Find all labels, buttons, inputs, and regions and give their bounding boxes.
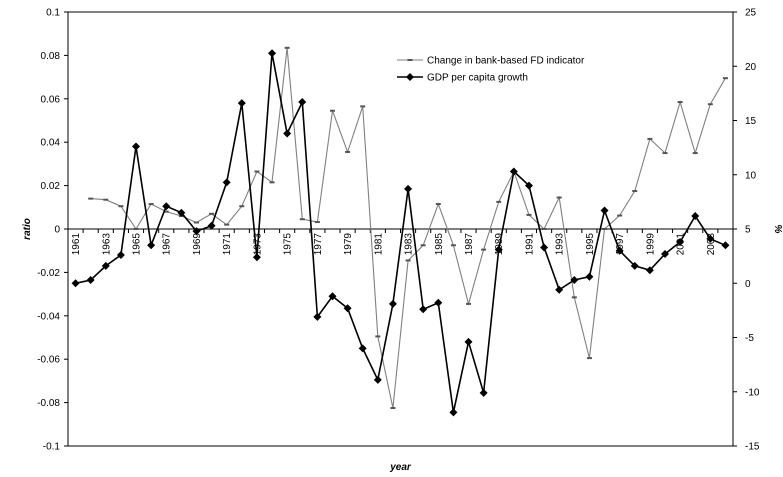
legend-marker <box>406 73 414 81</box>
x-tick-label: 1961 <box>71 233 82 256</box>
y-right-tick-label: -5 <box>745 333 754 344</box>
x-tick-label: 1971 <box>222 233 233 256</box>
x-axis-title: year <box>389 462 412 473</box>
y-left-tick-label: -0.06 <box>37 355 60 366</box>
data-point <box>177 208 186 217</box>
data-point <box>524 181 533 190</box>
data-point <box>494 245 503 254</box>
y-right-tick-label: 25 <box>745 8 757 19</box>
data-point <box>343 304 352 313</box>
data-point <box>600 206 609 215</box>
x-tick-label: 1995 <box>585 233 596 256</box>
y-right-tick-label: 5 <box>745 225 751 236</box>
data-point <box>86 275 95 284</box>
data-point <box>509 167 518 176</box>
x-tick-label: 1997 <box>615 233 626 256</box>
y-left-tick-label: 0.06 <box>41 94 61 105</box>
legend: Change in bank-based FD indicator GDP per… <box>393 50 619 88</box>
x-tick-label: 1999 <box>645 233 656 256</box>
y-left-tick-label: 0.08 <box>41 51 61 62</box>
y-axis-right: 25 20 15 10 5 0 -5 -10 -15 <box>733 8 760 453</box>
y-left-tick-label: -0.02 <box>37 268 60 279</box>
series-gdp-growth <box>71 49 730 417</box>
data-point <box>101 261 110 270</box>
data-point <box>116 251 125 260</box>
data-point <box>555 285 564 294</box>
legend-label: Change in bank-based FD indicator <box>427 56 585 67</box>
y-right-tick-label: -10 <box>745 387 760 398</box>
data-point <box>691 211 700 220</box>
legend-label: GDP per capita growth <box>427 73 528 84</box>
series-line <box>75 53 726 413</box>
y-left-tick-label: -0.08 <box>37 398 60 409</box>
y-left-tick-label: 0.04 <box>41 138 61 149</box>
data-point <box>147 241 156 250</box>
x-tick-label: 1979 <box>343 233 354 256</box>
data-point <box>434 298 443 307</box>
data-point <box>721 241 730 250</box>
series-line <box>90 47 726 409</box>
x-tick-label: 1983 <box>404 233 415 256</box>
x-tick-label: 1965 <box>132 233 143 256</box>
data-point <box>162 202 171 211</box>
x-tick-label: 1987 <box>464 233 475 256</box>
data-point <box>373 375 382 384</box>
data-point <box>222 178 231 187</box>
y-right-tick-label: 0 <box>745 279 751 290</box>
y-left-tick-label: 0.02 <box>41 181 61 192</box>
data-point <box>283 129 292 138</box>
data-point <box>479 388 488 397</box>
data-point <box>313 312 322 321</box>
y-right-tick-label: 15 <box>745 116 757 127</box>
data-point <box>298 98 307 107</box>
data-point <box>404 184 413 193</box>
data-point <box>328 292 337 301</box>
y-axis-left: 0.1 0.08 0.06 0.04 0.02 0 -0.02 -0.04 -0.06 -0.08… <box>37 8 68 453</box>
data-point <box>630 261 639 270</box>
data-point <box>645 266 654 275</box>
data-point <box>358 344 367 353</box>
data-point <box>237 99 246 108</box>
series-fd-indicator <box>88 46 728 410</box>
data-point <box>449 408 458 417</box>
data-point <box>132 142 141 151</box>
data-point <box>388 299 397 308</box>
y-right-tick-label: 10 <box>745 170 757 181</box>
data-point <box>570 275 579 284</box>
x-tick-label: 1993 <box>555 233 566 256</box>
x-tick-label: 1969 <box>192 233 203 256</box>
legend-box <box>393 50 619 88</box>
x-tick-label: 1991 <box>524 233 535 256</box>
x-tick-label: 2003 <box>706 233 717 256</box>
x-tick-label: 1985 <box>434 233 445 256</box>
y-axis-left-title: ratio <box>22 218 33 240</box>
data-point <box>192 227 201 236</box>
y-axis-right-title: % <box>772 225 783 234</box>
data-point <box>540 243 549 252</box>
x-tick-label: 1967 <box>162 233 173 256</box>
data-point <box>585 272 594 281</box>
data-point <box>71 279 80 288</box>
y-right-tick-label: 20 <box>745 62 757 73</box>
y-left-tick-label: -0.1 <box>43 442 61 453</box>
series-layer <box>71 46 730 417</box>
data-point <box>464 337 473 346</box>
y-left-tick-label: -0.04 <box>37 311 60 322</box>
data-point <box>706 234 715 243</box>
data-point <box>268 49 277 58</box>
x-tick-label: 1981 <box>373 233 384 256</box>
data-point <box>615 246 624 255</box>
y-left-tick-label: 0 <box>54 225 60 236</box>
x-tick-label: 1977 <box>313 233 324 256</box>
data-point <box>419 305 428 314</box>
x-tick-label: 1975 <box>283 233 294 256</box>
data-point <box>660 249 669 258</box>
data-point <box>676 238 685 247</box>
y-left-tick-label: 0.1 <box>46 8 60 19</box>
y-right-tick-label: -15 <box>745 442 760 453</box>
x-tick-label: 1963 <box>101 233 112 256</box>
data-point <box>252 253 261 262</box>
data-point <box>207 221 216 230</box>
